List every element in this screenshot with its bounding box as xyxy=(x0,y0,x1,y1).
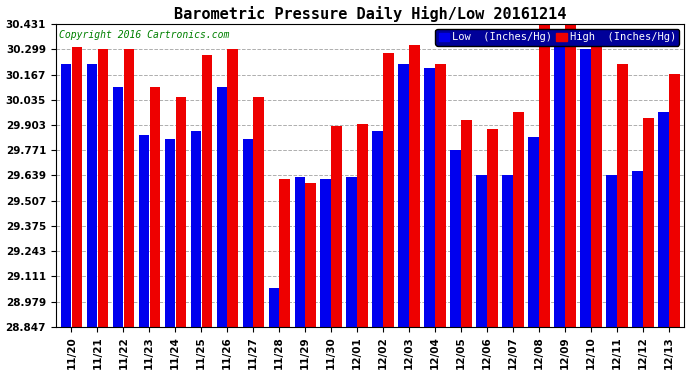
Bar xyxy=(632,171,642,327)
Bar xyxy=(87,64,97,327)
Bar xyxy=(435,64,446,327)
Bar xyxy=(331,126,342,327)
Bar xyxy=(61,64,71,327)
Bar xyxy=(451,150,461,327)
Bar xyxy=(320,179,331,327)
Bar xyxy=(539,24,550,327)
Bar xyxy=(268,288,279,327)
Bar xyxy=(487,129,497,327)
Bar xyxy=(669,74,680,327)
Text: Copyright 2016 Cartronics.com: Copyright 2016 Cartronics.com xyxy=(59,30,229,40)
Bar xyxy=(306,183,316,327)
Bar xyxy=(384,53,394,327)
Bar xyxy=(617,64,627,327)
Bar xyxy=(228,49,238,327)
Bar xyxy=(97,49,108,327)
Bar xyxy=(165,139,175,327)
Bar xyxy=(565,24,575,327)
Bar xyxy=(112,87,123,327)
Bar xyxy=(124,49,134,327)
Bar xyxy=(409,45,420,327)
Bar xyxy=(72,47,82,327)
Bar xyxy=(190,131,201,327)
Bar xyxy=(554,45,564,327)
Bar xyxy=(150,87,160,327)
Bar xyxy=(357,124,368,327)
Bar xyxy=(643,118,653,327)
Bar xyxy=(398,64,408,327)
Bar xyxy=(424,68,435,327)
Title: Barometric Pressure Daily High/Low 20161214: Barometric Pressure Daily High/Low 20161… xyxy=(174,6,566,21)
Bar xyxy=(373,131,383,327)
Legend: Low  (Inches/Hg), High  (Inches/Hg): Low (Inches/Hg), High (Inches/Hg) xyxy=(435,29,679,46)
Bar xyxy=(502,175,513,327)
Bar xyxy=(243,139,253,327)
Bar xyxy=(462,120,472,327)
Bar xyxy=(346,177,357,327)
Bar xyxy=(658,112,669,327)
Bar xyxy=(295,177,305,327)
Bar xyxy=(201,55,212,327)
Bar xyxy=(607,175,617,327)
Bar xyxy=(580,49,591,327)
Bar xyxy=(513,112,524,327)
Bar xyxy=(139,135,149,327)
Bar xyxy=(175,97,186,327)
Bar xyxy=(476,175,486,327)
Bar xyxy=(591,36,602,327)
Bar xyxy=(253,97,264,327)
Bar xyxy=(279,179,290,327)
Bar xyxy=(529,137,539,327)
Bar xyxy=(217,87,227,327)
